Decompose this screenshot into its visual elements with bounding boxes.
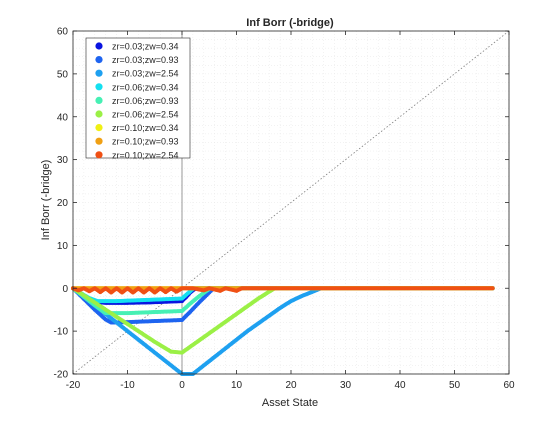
y-tick-label: -10 [54,327,69,338]
chart-title: Inf Borr (-bridge) [246,17,334,29]
y-tick-label: 30 [57,155,69,166]
legend-marker [95,110,103,118]
y-tick-label: 10 [57,241,69,252]
legend-items: zr=0.03;zw=0.34 zr=0.03;zw=0.93 zr=0.03;zw… [95,42,179,160]
legend-label: zr=0.06;zw=0.34 [112,82,179,92]
series-layer [71,286,495,376]
y-tick-label: 60 [57,27,69,38]
legend-marker [95,124,103,132]
x-tick-label: 40 [394,380,406,391]
legend-label: zr=0.10;zw=0.93 [112,137,179,147]
y-axis-label: Inf Borr (-bridge) [40,160,52,241]
legend-marker [95,42,103,50]
x-tick-label: 0 [179,380,185,391]
x-tick-label: 30 [340,380,352,391]
x-tick-label: 60 [503,380,515,391]
x-axis-ticks: -20 -10 0 10 20 30 40 50 60 [66,31,515,391]
legend-label: zr=0.03;zw=0.34 [112,42,179,52]
legend-label: zr=0.06;zw=0.93 [112,96,179,106]
x-tick-label: 50 [449,380,461,391]
reference-line-45deg [72,30,510,375]
legend-marker [95,151,103,159]
legend-label: zr=0.10;zw=2.54 [112,150,179,160]
legend-marker [95,69,103,77]
legend-marker [95,56,103,64]
data-point [490,286,495,291]
x-tick-label: -20 [66,380,81,391]
y-axis-ticks: -20 -10 0 10 20 30 40 50 60 [54,27,509,381]
legend-marker [95,137,103,145]
legend-label: zr=0.03;zw=0.93 [112,55,179,65]
legend-marker [95,83,103,91]
series-9 [71,286,495,295]
legend-label: zr=0.06;zw=2.54 [112,110,179,120]
x-tick-label: -10 [120,380,135,391]
y-tick-label: 20 [57,198,69,209]
y-tick-label: 40 [57,112,69,123]
y-tick-label: -20 [54,370,69,381]
y-tick-label: 0 [62,284,68,295]
x-axis-label: Asset State [262,397,318,409]
y-tick-label: 50 [57,69,69,80]
legend-marker [95,96,103,104]
legend-label: zr=0.10;zw=0.34 [112,123,179,133]
x-tick-label: 10 [231,380,243,391]
legend: zr=0.03;zw=0.34 zr=0.03;zw=0.93 zr=0.03;zw… [85,37,191,160]
x-tick-label: 20 [285,380,297,391]
legend-box [85,37,191,159]
legend-label: zr=0.03;zw=2.54 [112,69,179,79]
